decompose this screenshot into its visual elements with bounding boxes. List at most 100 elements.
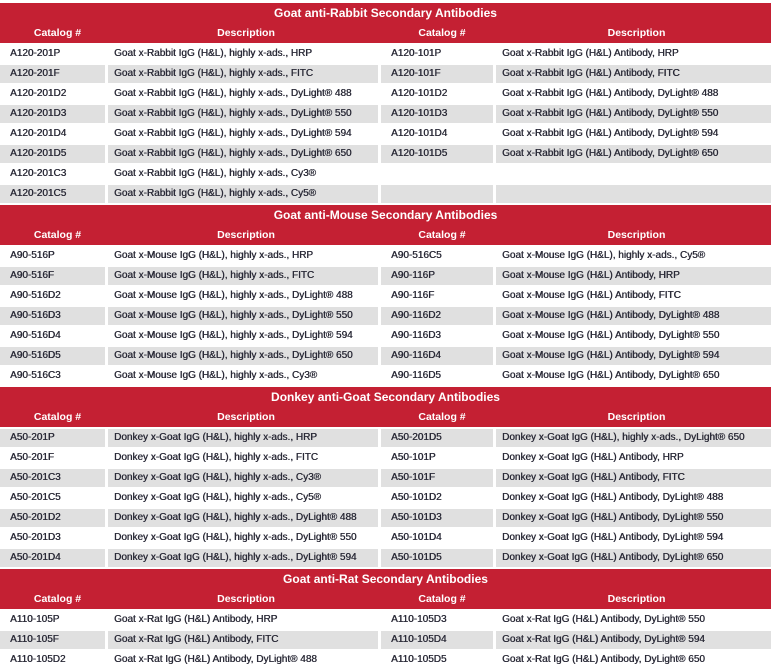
section-title: Goat anti-Mouse Secondary Antibodies <box>0 205 771 225</box>
column-header-catalog-right: Catalog # <box>418 229 466 241</box>
catalog-number-cell: A120-201D2 <box>0 85 105 103</box>
description-cell: Goat x-Mouse IgG (H&L), highly x-ads., C… <box>108 367 378 385</box>
table-header-row: Catalog # Description Catalog # Descript… <box>0 407 771 427</box>
section-title: Donkey anti-Goat Secondary Antibodies <box>0 387 771 407</box>
description-cell: Goat x-Mouse IgG (H&L), highly x-ads., F… <box>108 267 378 285</box>
description-cell: Donkey x-Goat IgG (H&L) Antibody, FITC <box>496 469 771 487</box>
description-cell: Goat x-Rabbit IgG (H&L) Antibody, HRP <box>496 45 771 63</box>
description-cell: Goat x-Mouse IgG (H&L), highly x-ads., D… <box>108 347 378 365</box>
description-cell: Goat x-Mouse IgG (H&L), highly x-ads., D… <box>108 287 378 305</box>
description-cell: Donkey x-Goat IgG (H&L), highly x-ads., … <box>496 429 771 447</box>
catalog-number-cell: A50-201C3 <box>0 469 105 487</box>
catalog-number-cell: A120-201P <box>0 45 105 63</box>
table-body: A110-105P Goat x-Rat IgG (H&L) Antibody, … <box>0 611 771 669</box>
description-cell: Donkey x-Goat IgG (H&L), highly x-ads., … <box>108 429 378 447</box>
column-header-description-right: Description <box>607 593 666 605</box>
catalog-number-cell: A110-105D2 <box>0 651 105 669</box>
column-header-description-left: Description <box>217 593 275 605</box>
antibody-section: Goat anti-Rabbit Secondary Antibodies Ca… <box>0 3 771 203</box>
catalog-number-cell: A120-201D5 <box>0 145 105 163</box>
description-cell: Goat x-Rabbit IgG (H&L), highly x-ads., … <box>108 105 378 123</box>
column-header-catalog-right: Catalog # <box>418 593 466 605</box>
column-header-description-right: Description <box>607 229 666 241</box>
catalog-number-cell: A90-516F <box>0 267 105 285</box>
catalog-number-cell: A110-105P <box>0 611 105 629</box>
description-cell: Goat x-Mouse IgG (H&L), highly x-ads., H… <box>108 247 378 265</box>
catalog-number-cell: A90-116D4 <box>381 347 493 365</box>
column-header-catalog-left: Catalog # <box>33 411 82 423</box>
column-header-catalog-left: Catalog # <box>33 27 82 39</box>
description-cell: Donkey x-Goat IgG (H&L) Antibody, DyLigh… <box>496 509 771 527</box>
description-cell: Goat x-Rabbit IgG (H&L), highly x-ads., … <box>108 185 378 203</box>
catalog-number-cell: A90-516P <box>0 247 105 265</box>
catalog-number-cell: A120-101D2 <box>381 85 493 103</box>
description-cell: Goat x-Rabbit IgG (H&L) Antibody, DyLigh… <box>496 105 771 123</box>
catalog-number-cell: A120-101P <box>381 45 493 63</box>
description-cell: Goat x-Mouse IgG (H&L), highly x-ads., C… <box>496 247 771 265</box>
catalog-number-cell: A120-201D4 <box>0 125 105 143</box>
catalog-number-cell: A90-516D5 <box>0 347 105 365</box>
description-cell <box>496 185 771 203</box>
description-cell: Donkey x-Goat IgG (H&L), highly x-ads., … <box>108 529 378 547</box>
description-cell: Goat x-Rabbit IgG (H&L), highly x-ads., … <box>108 165 378 183</box>
description-cell: Goat x-Rabbit IgG (H&L), highly x-ads., … <box>108 125 378 143</box>
catalog-number-cell: A50-101D5 <box>381 549 493 567</box>
catalog-number-cell: A50-201D4 <box>0 549 105 567</box>
catalog-number-cell: A120-101F <box>381 65 493 83</box>
table-body: A120-201P Goat x-Rabbit IgG (H&L), highly… <box>0 45 771 203</box>
description-cell: Donkey x-Goat IgG (H&L) Antibody, DyLigh… <box>496 489 771 507</box>
column-header-description-left: Description <box>217 229 275 241</box>
catalog-number-cell: A110-105D4 <box>381 631 493 649</box>
description-cell: Goat x-Mouse IgG (H&L) Antibody, FITC <box>496 287 771 305</box>
description-cell: Goat x-Rabbit IgG (H&L) Antibody, DyLigh… <box>496 85 771 103</box>
description-cell: Goat x-Rabbit IgG (H&L) Antibody, FITC <box>496 65 771 83</box>
description-cell: Goat x-Rabbit IgG (H&L) Antibody, DyLigh… <box>496 125 771 143</box>
catalog-number-cell: A110-105F <box>0 631 105 649</box>
description-cell: Goat x-Rabbit IgG (H&L), highly x-ads., … <box>108 45 378 63</box>
description-cell: Goat x-Mouse IgG (H&L) Antibody, HRP <box>496 267 771 285</box>
description-cell: Goat x-Rat IgG (H&L) Antibody, FITC <box>108 631 378 649</box>
table-body: A50-201P Donkey x-Goat IgG (H&L), highly … <box>0 429 771 567</box>
description-cell: Goat x-Mouse IgG (H&L) Antibody, DyLight… <box>496 307 771 325</box>
description-cell <box>496 165 771 183</box>
column-header-description-right: Description <box>607 27 666 39</box>
column-header-catalog-left: Catalog # <box>33 229 82 241</box>
catalog-number-cell: A50-201D2 <box>0 509 105 527</box>
description-cell: Goat x-Rabbit IgG (H&L), highly x-ads., … <box>108 65 378 83</box>
description-cell: Goat x-Rabbit IgG (H&L), highly x-ads., … <box>108 85 378 103</box>
description-cell: Goat x-Mouse IgG (H&L), highly x-ads., D… <box>108 327 378 345</box>
description-cell: Donkey x-Goat IgG (H&L) Antibody, HRP <box>496 449 771 467</box>
column-header-catalog-right: Catalog # <box>418 411 466 423</box>
catalog-number-cell: A90-116D5 <box>381 367 493 385</box>
column-header-catalog-left: Catalog # <box>33 593 82 605</box>
description-cell: Donkey x-Goat IgG (H&L), highly x-ads., … <box>108 469 378 487</box>
catalog-number-cell: A50-201D5 <box>381 429 493 447</box>
catalog-number-cell: A50-101P <box>381 449 493 467</box>
catalog-number-cell: A120-201C5 <box>0 185 105 203</box>
catalog-number-cell: A50-101F <box>381 469 493 487</box>
catalog-number-cell: A50-201C5 <box>0 489 105 507</box>
catalog-number-cell: A90-516D3 <box>0 307 105 325</box>
column-header-description-right: Description <box>607 411 666 423</box>
table-header-row: Catalog # Description Catalog # Descript… <box>0 225 771 245</box>
description-cell: Donkey x-Goat IgG (H&L) Antibody, DyLigh… <box>496 529 771 547</box>
column-header-description-left: Description <box>217 27 275 39</box>
antibody-section: Donkey anti-Goat Secondary Antibodies Ca… <box>0 387 771 567</box>
catalog-number-cell: A90-516C3 <box>0 367 105 385</box>
description-cell: Donkey x-Goat IgG (H&L), highly x-ads., … <box>108 509 378 527</box>
description-cell: Donkey x-Goat IgG (H&L) Antibody, DyLigh… <box>496 549 771 567</box>
catalog-number-cell: A120-201D3 <box>0 105 105 123</box>
description-cell: Goat x-Rabbit IgG (H&L) Antibody, DyLigh… <box>496 145 771 163</box>
catalog-number-cell: A90-516C5 <box>381 247 493 265</box>
antibody-section: Goat anti-Mouse Secondary Antibodies Cat… <box>0 205 771 385</box>
description-cell: Donkey x-Goat IgG (H&L), highly x-ads., … <box>108 549 378 567</box>
catalog-number-cell: A90-116D2 <box>381 307 493 325</box>
catalog-number-cell: A90-116F <box>381 287 493 305</box>
column-header-description-left: Description <box>217 411 275 423</box>
catalog-number-cell: A50-201D3 <box>0 529 105 547</box>
catalog-number-cell: A50-101D4 <box>381 529 493 547</box>
description-cell: Goat x-Rat IgG (H&L) Antibody, DyLight® … <box>496 651 771 669</box>
catalog-number-cell: A90-116P <box>381 267 493 285</box>
description-cell: Goat x-Mouse IgG (H&L) Antibody, DyLight… <box>496 327 771 345</box>
catalog-number-cell: A120-201F <box>0 65 105 83</box>
